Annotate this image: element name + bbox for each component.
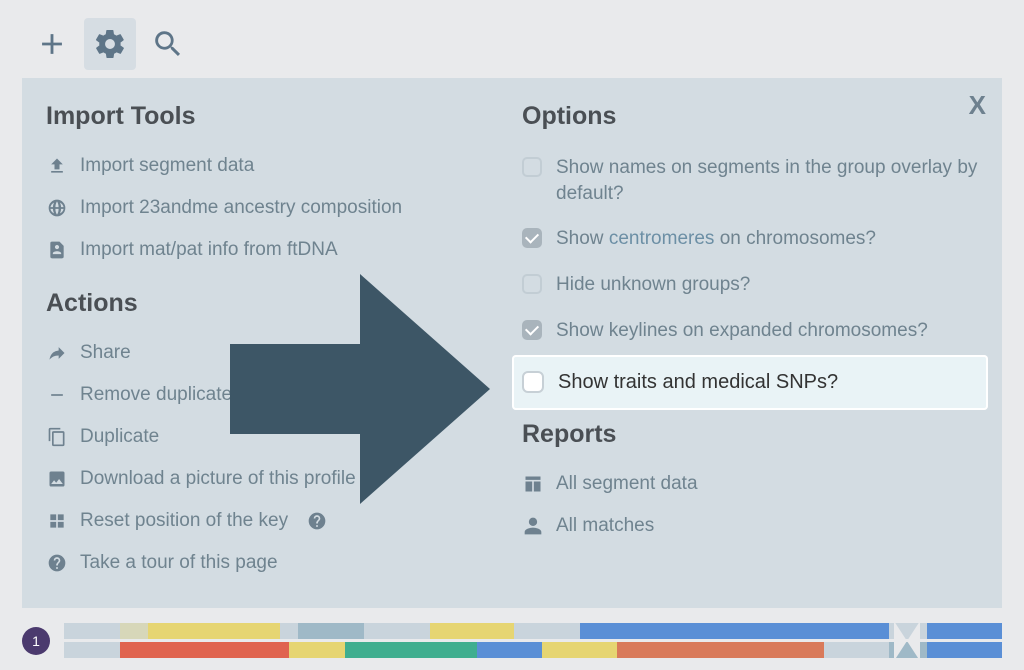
- report-all-segment[interactable]: All segment data: [522, 463, 978, 505]
- share-icon: [46, 343, 68, 363]
- chromosome-segment[interactable]: [514, 623, 580, 639]
- chromosome-segment[interactable]: [298, 623, 364, 639]
- tour-label: Take a tour of this page: [80, 552, 278, 574]
- option-show-names[interactable]: Show names on segments in the group over…: [522, 145, 978, 216]
- person-icon: [522, 516, 544, 536]
- gear-icon: [93, 27, 127, 61]
- chromosome-segment[interactable]: [64, 642, 120, 658]
- settings-panel: X Import Tools Import segment data Impor…: [22, 78, 1002, 608]
- settings-button[interactable]: [84, 18, 136, 70]
- option-traits-snps[interactable]: Show traits and medical SNPs?: [512, 355, 988, 410]
- hide-unknown-label: Hide unknown groups?: [556, 272, 750, 298]
- download-pic-label: Download a picture of this profile: [80, 468, 356, 490]
- chromosome-segment[interactable]: [430, 623, 514, 639]
- chromosome-bar-bottom: [64, 642, 1002, 658]
- keylines-label: Show keylines on expanded chromosomes?: [556, 318, 928, 344]
- centromere-marker: [894, 621, 920, 660]
- chromosome-segment[interactable]: [580, 623, 890, 639]
- checkbox-traits[interactable]: [522, 371, 544, 393]
- import-segment-label: Import segment data: [80, 155, 254, 177]
- reset-icon: [46, 511, 68, 531]
- all-matches-label: All matches: [556, 515, 654, 537]
- chromosome-segment[interactable]: [824, 642, 890, 658]
- checkbox-centromeres[interactable]: [522, 228, 542, 248]
- chromosome-segment[interactable]: [289, 642, 345, 658]
- chromosome-segment[interactable]: [120, 623, 148, 639]
- remove-dup-label: Remove duplicates: [80, 384, 242, 406]
- chromosome-segment[interactable]: [345, 642, 476, 658]
- chromosome-segment[interactable]: [927, 623, 1002, 639]
- actions-title: Actions: [46, 289, 502, 318]
- import-23andme[interactable]: Import 23andme ancestry composition: [46, 187, 502, 229]
- globe-icon: [46, 198, 68, 218]
- import-23andme-label: Import 23andme ancestry composition: [80, 197, 402, 219]
- action-remove-dup[interactable]: Remove duplicates: [46, 374, 502, 416]
- centromeres-link[interactable]: centromeres: [609, 228, 715, 249]
- copy-icon: [46, 427, 68, 447]
- search-icon: [151, 27, 185, 61]
- import-tools-title: Import Tools: [46, 102, 502, 131]
- checkbox-keylines[interactable]: [522, 320, 542, 340]
- action-duplicate[interactable]: Duplicate: [46, 416, 502, 458]
- checkbox-show-names[interactable]: [522, 157, 542, 177]
- chromosome-segment[interactable]: [64, 623, 120, 639]
- upload-icon: [46, 156, 68, 176]
- chromosome-segment[interactable]: [927, 642, 1002, 658]
- action-download-picture[interactable]: Download a picture of this profile: [46, 458, 502, 500]
- traits-label: Show traits and medical SNPs?: [558, 369, 838, 396]
- duplicate-label: Duplicate: [80, 426, 159, 448]
- action-reset-key[interactable]: Reset position of the key: [46, 500, 502, 542]
- chromosome-segment[interactable]: [542, 642, 617, 658]
- all-segment-label: All segment data: [556, 473, 698, 495]
- add-button[interactable]: [26, 18, 78, 70]
- search-button[interactable]: [142, 18, 194, 70]
- help-icon: [46, 553, 68, 573]
- id-card-icon: [46, 240, 68, 260]
- right-column: Options Show names on segments in the gr…: [522, 96, 978, 584]
- minus-icon: [46, 385, 68, 405]
- chromosome-segment[interactable]: [477, 642, 543, 658]
- chromosome-segment[interactable]: [280, 623, 299, 639]
- chromosome-segment[interactable]: [617, 642, 823, 658]
- reset-key-label: Reset position of the key: [80, 510, 288, 532]
- centromeres-label: Show centromeres on chromosomes?: [556, 226, 876, 252]
- chromosome-segment[interactable]: [148, 623, 279, 639]
- action-share[interactable]: Share: [46, 332, 502, 374]
- toolbar: [0, 0, 1024, 72]
- chromosome-strip: 1: [0, 623, 1024, 658]
- help-icon[interactable]: [306, 511, 328, 531]
- plus-icon: [35, 27, 69, 61]
- options-title: Options: [522, 102, 978, 131]
- chromosome-bars[interactable]: [64, 623, 1002, 658]
- chromosome-segment[interactable]: [364, 623, 430, 639]
- left-column: Import Tools Import segment data Import …: [46, 96, 502, 584]
- chromosome-bar-top: [64, 623, 1002, 639]
- chromosome-number[interactable]: 1: [22, 627, 50, 655]
- image-icon: [46, 469, 68, 489]
- option-hide-unknown[interactable]: Hide unknown groups?: [522, 262, 978, 308]
- checkbox-hide-unknown[interactable]: [522, 274, 542, 294]
- share-label: Share: [80, 342, 131, 364]
- report-all-matches[interactable]: All matches: [522, 505, 978, 547]
- option-centromeres[interactable]: Show centromeres on chromosomes?: [522, 216, 978, 262]
- reports-title: Reports: [522, 420, 978, 449]
- table-icon: [522, 474, 544, 494]
- import-segment-data[interactable]: Import segment data: [46, 145, 502, 187]
- show-names-label: Show names on segments in the group over…: [556, 155, 978, 206]
- chromosome-segment[interactable]: [120, 642, 289, 658]
- option-keylines[interactable]: Show keylines on expanded chromosomes?: [522, 308, 978, 354]
- action-tour[interactable]: Take a tour of this page: [46, 542, 502, 584]
- import-ftdna-label: Import mat/pat info from ftDNA: [80, 239, 338, 261]
- import-ftdna[interactable]: Import mat/pat info from ftDNA: [46, 229, 502, 271]
